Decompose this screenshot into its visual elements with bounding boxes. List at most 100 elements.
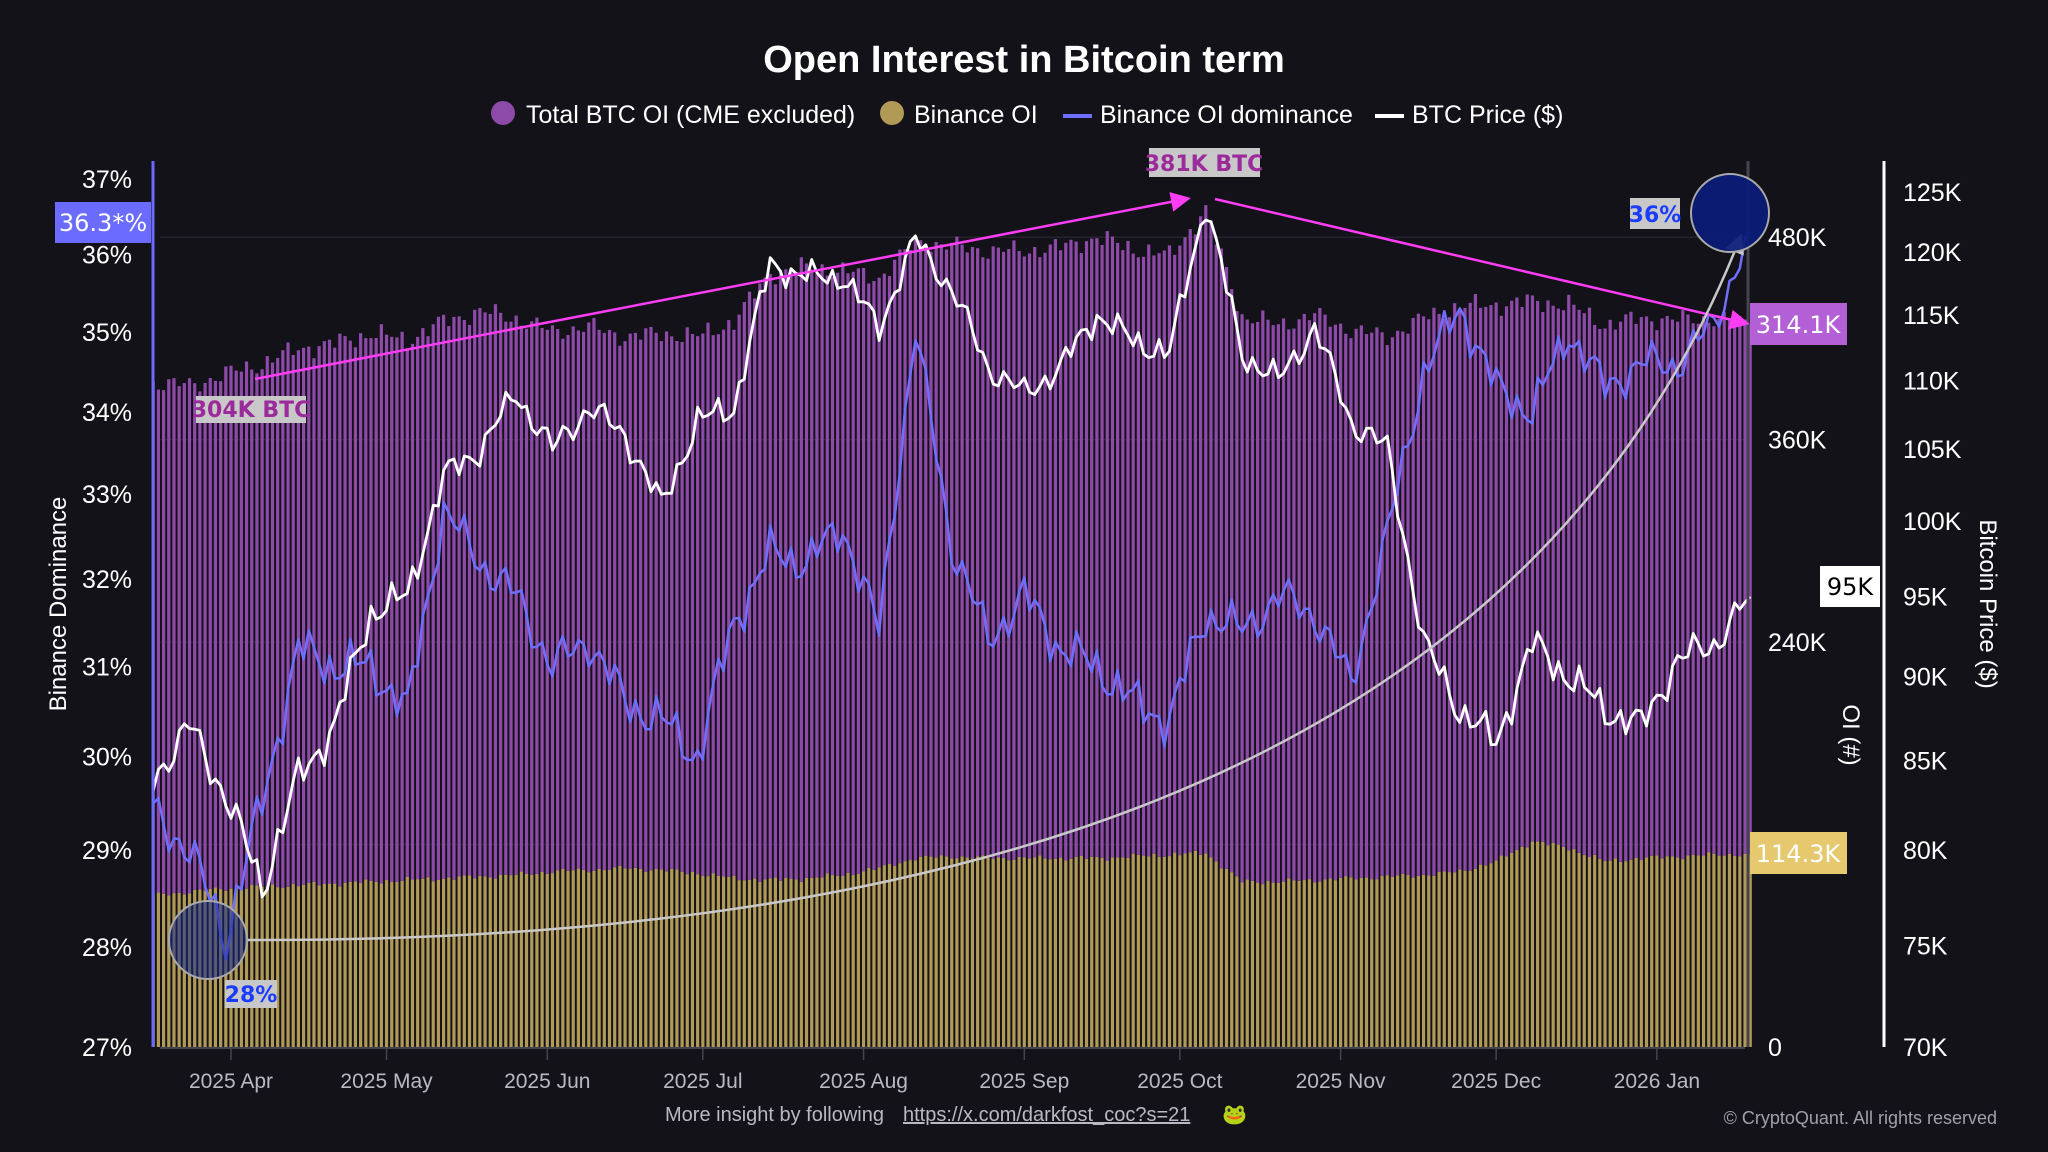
- total-oi-bar: [447, 326, 451, 878]
- last-price-tag: 95K: [1827, 573, 1875, 601]
- binance-oi-bar: [1510, 852, 1514, 1047]
- legend-label: Total BTC OI (CME excluded): [526, 101, 855, 129]
- legend-item-dominance[interactable]: Binance OI dominance: [1063, 101, 1353, 129]
- binance-oi-bar: [861, 871, 866, 1047]
- left-tick-label: 35%: [82, 319, 132, 347]
- binance-oi-bar: [1302, 880, 1306, 1047]
- binance-oi-bar: [1722, 855, 1726, 1047]
- binance-oi-bar: [1727, 853, 1732, 1047]
- downtrend-arrow: [1214, 197, 1750, 330]
- legend-item-total-oi[interactable]: Total BTC OI (CME excluded): [491, 101, 855, 129]
- binance-oi-bar: [276, 887, 280, 1047]
- total-oi-bar: [944, 249, 949, 857]
- total-oi-bar: [607, 329, 612, 870]
- binance-oi-bar: [535, 873, 539, 1047]
- binance-oi-bar: [327, 883, 332, 1047]
- binance-oi-bar: [1276, 882, 1280, 1047]
- total-oi-bar: [887, 276, 892, 864]
- binance-oi-bar: [1525, 847, 1529, 1047]
- binance-oi-bar: [882, 865, 886, 1047]
- binance-oi-bar: [1380, 876, 1384, 1047]
- price-line: [151, 218, 1752, 899]
- total-oi-bar: [1738, 316, 1742, 857]
- total-oi-bar: [1095, 238, 1099, 857]
- legend-item-price[interactable]: BTC Price ($): [1375, 101, 1563, 129]
- legend-label: Binance OI: [914, 101, 1038, 129]
- binance-oi-bar: [1473, 868, 1477, 1047]
- binance-oi-bar: [898, 863, 902, 1047]
- total-oi-bar: [690, 333, 695, 872]
- binance-oi-bar: [1556, 844, 1560, 1047]
- last-binance-oi-tag: 114.3K: [1756, 840, 1842, 868]
- binance-oi-bar: [810, 877, 814, 1047]
- total-oi-bar: [1105, 231, 1109, 861]
- total-oi-bar: [1349, 338, 1353, 878]
- binance-oi-bar: [690, 871, 695, 1047]
- total-oi-bar: [1390, 337, 1395, 877]
- total-oi-bar: [1038, 257, 1042, 856]
- x-tick-label: 2025 Nov: [1296, 1070, 1386, 1093]
- left-tick-label: 34%: [82, 399, 132, 427]
- binance-oi-bar: [441, 878, 446, 1047]
- total-oi-bar: [1520, 306, 1524, 847]
- total-oi-bar: [654, 332, 658, 869]
- binance-oi-bar: [1141, 855, 1146, 1047]
- binance-oi-bar: [1033, 857, 1037, 1047]
- binance-oi-bar: [1069, 858, 1073, 1047]
- binance-oi-bar: [1038, 855, 1042, 1047]
- lines: [151, 218, 1752, 961]
- legend-item-binance-oi[interactable]: Binance OI: [880, 101, 1038, 129]
- total-oi-bar: [488, 313, 492, 878]
- x-tick-label: 2025 Sep: [979, 1070, 1069, 1093]
- total-oi-bar: [1287, 329, 1291, 879]
- binance-oi-bar: [1344, 876, 1348, 1047]
- total-oi-bar: [1240, 314, 1244, 883]
- binance-oi-bar: [499, 874, 503, 1047]
- binance-oi-bar: [753, 878, 757, 1047]
- dom-low-label-bg: [225, 980, 277, 1008]
- total-oi-bar: [1313, 313, 1317, 883]
- total-oi-bar: [976, 248, 980, 857]
- oi-tick-label: 0: [1768, 1034, 1782, 1062]
- total-oi-bar: [1572, 304, 1576, 850]
- binance-oi-bar: [867, 867, 871, 1047]
- price-tick-label: 90K: [1903, 663, 1948, 691]
- binance-oi-bar: [789, 878, 793, 1047]
- total-oi-bar: [1022, 256, 1026, 858]
- binance-oi-bar: [613, 867, 617, 1047]
- legend-label: Binance OI dominance: [1100, 101, 1353, 129]
- binance-oi-bar: [1370, 879, 1374, 1047]
- binance-oi-bar: [1027, 858, 1032, 1047]
- binance-oi-bar: [1613, 858, 1617, 1047]
- binance-oi-bar: [410, 879, 415, 1047]
- total-oi-bar: [317, 346, 321, 886]
- binance-oi-bar: [1676, 857, 1680, 1047]
- binance-oi-bar: [1442, 871, 1446, 1047]
- footer-link[interactable]: https://x.com/darkfost_coc?s=21: [903, 1104, 1190, 1126]
- binance-oi-bar: [779, 880, 783, 1047]
- total-oi-bar: [1484, 306, 1488, 866]
- binance-oi-bar: [1582, 855, 1586, 1047]
- total-oi-bar: [670, 336, 674, 869]
- total-oi-bar: [1064, 242, 1068, 861]
- binance-oi-bar: [649, 870, 653, 1047]
- total-oi-bar: [1235, 311, 1239, 877]
- binance-oi-bar: [639, 868, 643, 1047]
- binance-oi-bar: [893, 866, 897, 1047]
- total-oi-bar: [965, 252, 969, 858]
- binance-oi-bar: [924, 855, 928, 1047]
- binance-oi-bar: [1017, 856, 1021, 1047]
- binance-oi-bar: [618, 865, 622, 1047]
- binance-oi-bar: [1629, 859, 1633, 1047]
- total-oi-bar: [1655, 330, 1659, 856]
- total-oi-bar: [327, 339, 332, 884]
- total-oi-bar: [779, 270, 783, 881]
- total-oi-bar: [804, 263, 809, 878]
- binance-oi-bar: [1515, 849, 1519, 1047]
- binance-oi-bar: [1748, 854, 1752, 1047]
- total-oi-bar: [613, 332, 617, 868]
- total-oi-bar: [213, 380, 218, 888]
- binance-oi-bar: [1328, 878, 1332, 1047]
- total-oi-bar: [348, 340, 352, 882]
